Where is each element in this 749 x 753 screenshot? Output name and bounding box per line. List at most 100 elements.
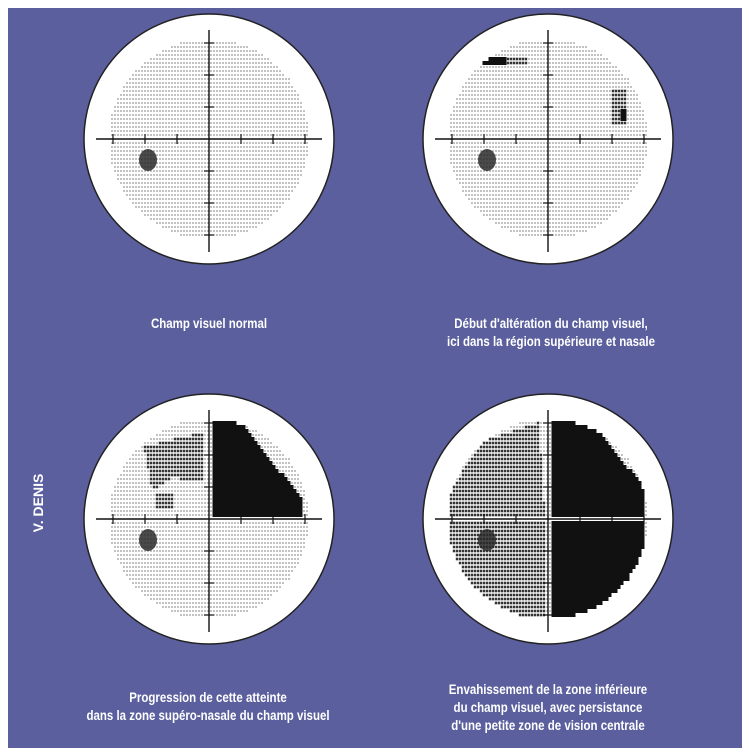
dot — [279, 154, 281, 156]
dot — [201, 226, 203, 228]
dot — [471, 190, 473, 192]
dot — [567, 158, 569, 160]
dot — [282, 86, 284, 88]
dot — [606, 190, 608, 192]
dot — [597, 74, 599, 76]
dot — [510, 90, 512, 92]
dot — [255, 146, 257, 148]
dot — [492, 98, 494, 100]
dot — [603, 66, 605, 68]
dot — [246, 134, 248, 136]
dot — [222, 202, 224, 204]
dot — [606, 198, 608, 200]
dot — [195, 86, 197, 88]
dot — [228, 46, 230, 48]
dot — [240, 222, 242, 224]
dot — [180, 146, 182, 148]
dot — [558, 62, 560, 64]
dot — [477, 186, 479, 188]
dot — [636, 178, 638, 180]
dot — [273, 102, 275, 104]
dot — [617, 97, 621, 101]
dot — [624, 178, 626, 180]
dot — [591, 178, 593, 180]
dot — [258, 202, 260, 204]
dot — [507, 178, 509, 180]
dot — [597, 162, 599, 164]
dot — [243, 70, 245, 72]
dot-black — [488, 57, 492, 61]
dot — [246, 210, 248, 212]
dot — [582, 90, 584, 92]
dot — [489, 134, 491, 136]
dot — [219, 90, 221, 92]
dot — [615, 206, 617, 208]
dot — [243, 102, 245, 104]
dot — [468, 146, 470, 148]
dot — [546, 206, 548, 208]
dot — [189, 110, 191, 112]
dot — [255, 178, 257, 180]
dot — [249, 50, 251, 52]
dot — [522, 54, 524, 56]
dot — [189, 166, 191, 168]
dot — [630, 134, 632, 136]
dot — [174, 226, 176, 228]
dot — [135, 154, 137, 156]
dot — [576, 46, 578, 48]
dot — [573, 110, 575, 112]
dot — [231, 154, 233, 156]
dot — [294, 174, 296, 176]
dot — [267, 58, 269, 60]
dot — [546, 102, 548, 104]
dot — [558, 122, 560, 124]
dot — [240, 198, 242, 200]
dot — [174, 86, 176, 88]
dot — [255, 78, 257, 80]
dot — [576, 202, 578, 204]
dot — [603, 90, 605, 92]
dot — [204, 62, 206, 64]
dot — [255, 202, 257, 204]
dot — [162, 74, 164, 76]
dot — [153, 134, 155, 136]
dot — [117, 170, 119, 172]
dot — [524, 61, 528, 65]
dot — [156, 206, 158, 208]
dot — [249, 82, 251, 84]
dot — [273, 70, 275, 72]
dot — [579, 122, 581, 124]
dot — [588, 134, 590, 136]
dot — [612, 130, 614, 132]
dot — [498, 170, 500, 172]
dot — [573, 126, 575, 128]
dot — [279, 98, 281, 100]
dot — [159, 158, 161, 160]
dot — [555, 102, 557, 104]
dot — [216, 42, 218, 44]
dot — [240, 70, 242, 72]
dot — [243, 182, 245, 184]
dot — [162, 58, 164, 60]
dot — [243, 210, 245, 212]
dot — [162, 118, 164, 120]
dot — [147, 106, 149, 108]
dot — [516, 186, 518, 188]
dot — [174, 186, 176, 188]
dot — [159, 206, 161, 208]
dot — [606, 74, 608, 76]
dot — [171, 174, 173, 176]
dot — [462, 178, 464, 180]
dot — [534, 78, 536, 80]
dot — [585, 198, 587, 200]
dot — [611, 117, 615, 121]
dot — [504, 150, 506, 152]
dot — [210, 190, 212, 192]
dot — [552, 70, 554, 72]
dot — [252, 198, 254, 200]
dot — [615, 134, 617, 136]
dot — [555, 198, 557, 200]
dot — [552, 50, 554, 52]
dot — [546, 154, 548, 156]
dot — [288, 102, 290, 104]
